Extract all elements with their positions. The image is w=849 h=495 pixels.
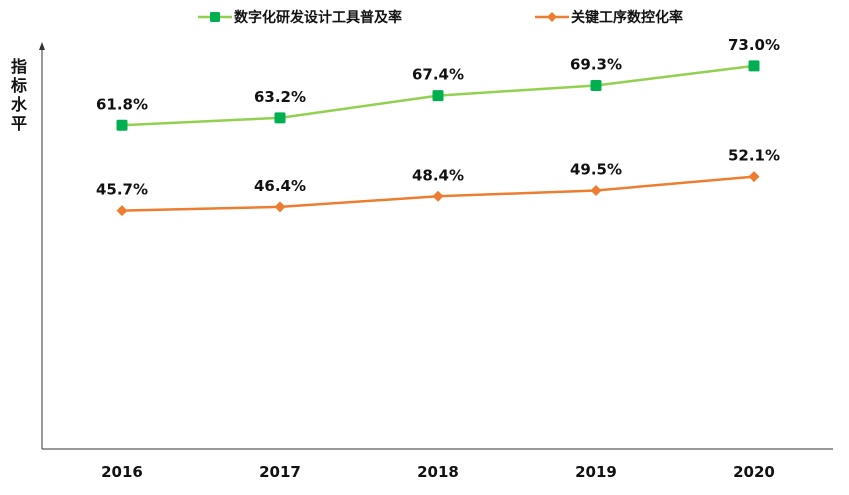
- data-point-s2-2020: [748, 171, 760, 183]
- y-axis-title-text: 指标水平: [10, 57, 28, 133]
- data-point-s2-2017: [274, 201, 286, 213]
- legend-label-series-1: 数字化研发设计工具普及率: [234, 9, 402, 26]
- x-tick-label-2016: 2016: [101, 463, 143, 481]
- y-axis-title: 指标水平: [10, 57, 28, 133]
- y-axis-arrow: [39, 42, 45, 50]
- data-label-s1-2016: 61.8%: [96, 95, 148, 113]
- x-tick-label-2019: 2019: [575, 463, 617, 481]
- series-1: 61.8% 63.2% 67.4% 69.3% 73.0%: [96, 36, 780, 131]
- legend-item-series-1: 数字化研发设计工具普及率: [198, 9, 402, 26]
- data-point-s1-2019: [590, 80, 602, 92]
- legend-label-series-2: 关键工序数控化率: [571, 9, 683, 26]
- legend-item-series-2: 关键工序数控化率: [535, 9, 683, 26]
- data-label-s1-2020: 73.0%: [728, 36, 780, 54]
- data-point-s2-2018: [432, 190, 444, 202]
- data-point-s1-2018: [432, 90, 444, 102]
- data-point-s1-2017: [274, 112, 286, 124]
- data-label-s2-2019: 49.5%: [570, 160, 622, 178]
- data-label-s1-2019: 69.3%: [570, 56, 622, 74]
- data-point-s2-2019: [590, 184, 602, 196]
- x-tick-label-2017: 2017: [259, 463, 301, 481]
- data-point-s1-2020: [748, 60, 760, 72]
- data-point-s1-2016: [116, 119, 128, 131]
- legend-marker-series-1: [210, 12, 220, 22]
- series-2: 45.7% 46.4% 48.4% 49.5% 52.1%: [96, 147, 780, 217]
- data-label-s1-2018: 67.4%: [412, 66, 464, 84]
- data-label-s2-2016: 45.7%: [96, 181, 148, 199]
- legend: 数字化研发设计工具普及率 关键工序数控化率: [198, 9, 683, 26]
- data-label-s2-2020: 52.1%: [728, 147, 780, 165]
- data-point-s2-2016: [116, 205, 128, 217]
- x-tick-label-2018: 2018: [417, 463, 459, 481]
- x-tick-label-2020: 2020: [733, 463, 775, 481]
- data-label-s2-2018: 48.4%: [412, 166, 464, 184]
- data-label-s2-2017: 46.4%: [254, 177, 306, 195]
- series-layer: 61.8% 63.2% 67.4% 69.3% 73.0% 45.7% 46.4% 48.4%…: [96, 36, 780, 217]
- legend-marker-series-2: [547, 12, 557, 22]
- x-tick-labels: 2016 2017 2018 2019 2020: [101, 463, 775, 481]
- data-label-s1-2017: 63.2%: [254, 88, 306, 106]
